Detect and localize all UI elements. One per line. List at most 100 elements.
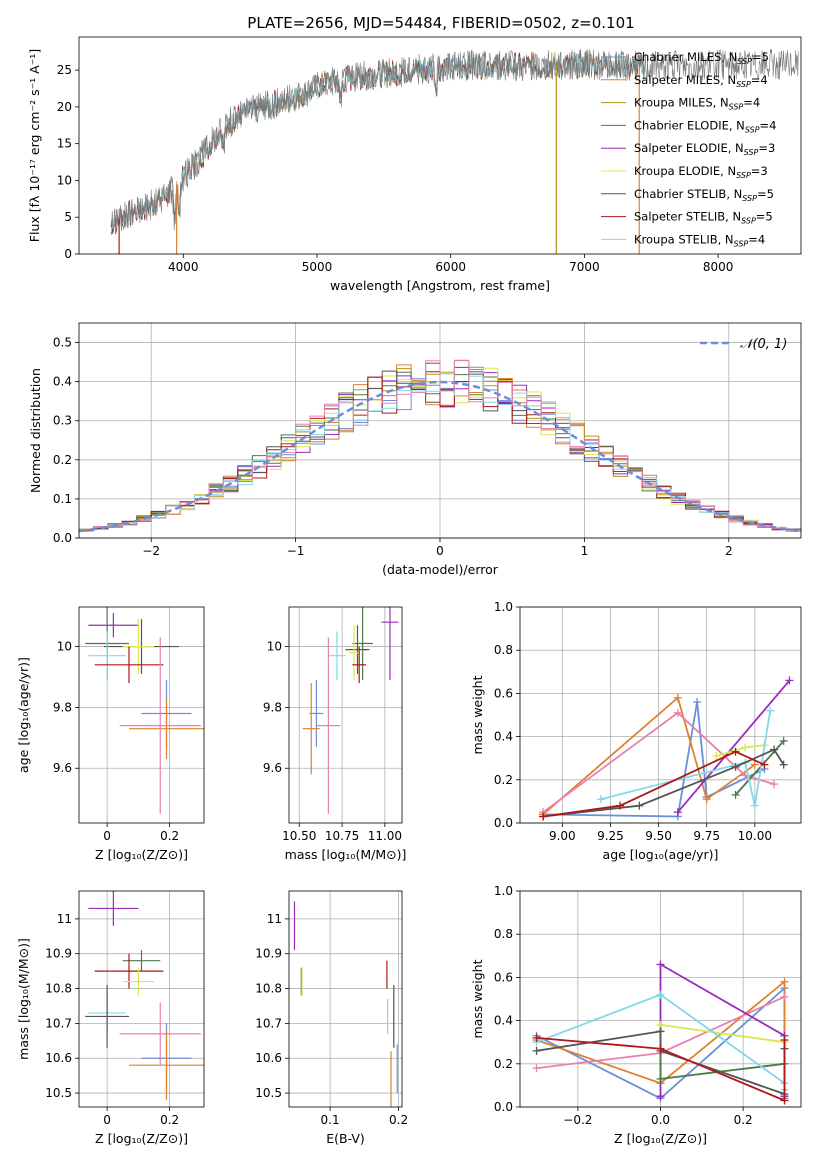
spectrum-model-line — [110, 51, 645, 234]
axes-residuals: −2 −1 0 1 2 0.0 0.1 0.2 0.3 0.4 0.5 (data-model)/er… — [28, 322, 802, 577]
y-tick-label: 11 — [57, 912, 72, 926]
weight-marker — [731, 790, 740, 799]
x-tick-label: 7000 — [569, 260, 600, 274]
y-tick-label: 9.6 — [53, 761, 72, 775]
weight-marker — [673, 808, 682, 817]
weight-marker — [731, 762, 740, 771]
x-tick-label: 0.2 — [160, 829, 179, 843]
weight-marker — [785, 676, 794, 685]
legend-label: 𝒩(0, 1) — [740, 337, 787, 352]
weight-marker — [635, 801, 644, 810]
weight-marker — [731, 747, 740, 756]
axes-mass-vs-Z: 0 0.2 10.5 10.6 10.7 10.8 10.9 11 Z [log₁₀(Z/Z⊙)… — [16, 890, 205, 1146]
weight-marker — [656, 1027, 665, 1036]
weight-marker — [616, 801, 625, 810]
y-tick-label: 20 — [57, 100, 72, 114]
axes-weight-vs-Z: −0.2 0.0 0.2 0.0 0.2 0.4 0.6 0.8 1.0 Z [log₁₀(Z/Z… — [470, 884, 802, 1146]
y-tick-label: 10.7 — [255, 1016, 282, 1030]
x-tick-label: 0.2 — [734, 1113, 753, 1127]
legend-label: Chabrier STELIB, NSSP=5 — [634, 187, 774, 203]
weight-series-line — [660, 1024, 785, 1044]
plots: 4000 5000 6000 7000 80000510152025wavelength… — [16, 36, 802, 1146]
legend-label: Salpeter ELODIE, NSSP=3 — [634, 141, 775, 157]
axes-frame — [78, 322, 802, 539]
y-tick-label: 15 — [57, 137, 72, 151]
x-axis-label: Z [log₁₀(Z/Z⊙)] — [95, 847, 188, 862]
ticks: −2 −1 0 1 2 0.0 0.1 0.2 0.3 0.4 0.5 — [53, 336, 733, 558]
errorbar-point — [122, 619, 154, 674]
spectrum-model-line — [110, 50, 645, 234]
errorbar-point — [352, 607, 373, 681]
errorbar-point — [85, 985, 129, 1048]
legend-label: Salpeter STELIB, NSSP=5 — [634, 210, 773, 226]
y-tick-label: 0.0 — [494, 816, 513, 830]
x-tick-label: 9.25 — [597, 829, 624, 843]
plot-area — [293, 901, 398, 1107]
axes-frame — [519, 606, 802, 824]
x-tick-label: 0.0 — [651, 1113, 670, 1127]
y-tick-label: 0.3 — [53, 414, 72, 428]
x-tick-label: 1 — [581, 544, 589, 558]
errorbar-point — [122, 967, 154, 996]
weight-marker — [673, 693, 682, 702]
errorbar-point — [348, 625, 360, 681]
plot-area — [79, 359, 801, 538]
axes-spectrum: 4000 5000 6000 7000 8000 0 5 10 15 20 25 wavelength… — [27, 36, 802, 293]
grid — [79, 891, 204, 1107]
weight-marker — [779, 736, 788, 745]
axes-frame — [288, 606, 403, 824]
weight-marker — [656, 960, 665, 969]
grid — [289, 607, 402, 823]
x-axis-label: mass [log₁₀(M/M⊙)] — [285, 847, 407, 862]
y-tick-label: 1.0 — [494, 600, 513, 614]
y-tick-label: 0.8 — [494, 927, 513, 941]
weight-marker — [656, 1074, 665, 1083]
weight-marker — [770, 780, 779, 789]
x-tick-label: 0.1 — [321, 1113, 340, 1127]
weight-marker — [760, 760, 769, 769]
y-tick-label: 10.6 — [255, 1051, 282, 1065]
ticks: −0.2 0.0 0.2 0.0 0.2 0.4 0.6 0.8 1.0 — [494, 884, 753, 1127]
y-tick-label: 10.8 — [45, 982, 72, 996]
y-tick-label: 1.0 — [494, 884, 513, 898]
ticks: 0 0.2 10.5 10.6 10.7 10.8 10.9 11 — [45, 912, 179, 1127]
x-tick-label: 0 — [103, 829, 111, 843]
y-axis-label: mass weight — [470, 959, 485, 1038]
errorbar-point — [328, 631, 346, 681]
x-axis-label: E(B-V) — [326, 1131, 365, 1146]
grid — [520, 606, 801, 824]
weight-marker — [766, 706, 775, 715]
y-tick-label: 10.9 — [255, 947, 282, 961]
errorbar-point — [316, 637, 341, 814]
errorbar-point — [345, 625, 370, 674]
errorbar-point — [94, 646, 164, 684]
weight-marker — [780, 1036, 789, 1045]
y-tick-label: 0.2 — [494, 773, 513, 787]
plot-area — [85, 607, 204, 814]
errorbar-point — [129, 1030, 204, 1101]
plot-area — [110, 48, 799, 254]
y-tick-label: 5 — [64, 210, 72, 224]
weight-marker — [656, 990, 665, 999]
x-tick-label: 9.75 — [693, 829, 720, 843]
y-axis-label: mass [log₁₀(M/M⊙)] — [16, 938, 31, 1060]
x-tick-label: −2 — [142, 544, 160, 558]
legend-label: Kroupa STELIB, NSSP=4 — [634, 232, 765, 248]
x-tick-label: 0 — [436, 544, 444, 558]
weight-marker — [770, 745, 779, 754]
y-tick-label: 0.1 — [53, 492, 72, 506]
figure-title: PLATE=2656, MJD=54484, FIBERID=0502, z=0… — [247, 14, 634, 32]
y-tick-label: 10.6 — [45, 1051, 72, 1065]
y-tick-label: 10.9 — [45, 947, 72, 961]
residual-legend: 𝒩(0, 1) — [700, 337, 787, 352]
errorbar-point — [129, 698, 204, 760]
weight-marker — [673, 708, 682, 717]
x-tick-label: 8000 — [703, 260, 734, 274]
x-tick-label: 6000 — [435, 260, 466, 274]
errorbar-point — [302, 683, 320, 775]
x-tick-label: 10.00 — [738, 829, 772, 843]
y-tick-label: 9.6 — [263, 761, 282, 775]
x-axis-label: wavelength [Angstrom, rest frame] — [330, 278, 550, 293]
x-tick-label: 9.00 — [549, 829, 576, 843]
